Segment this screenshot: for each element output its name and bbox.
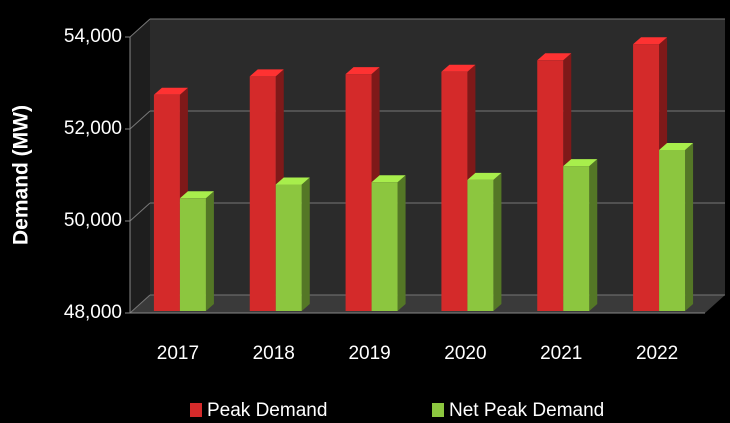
bar [441, 71, 468, 311]
grid-line [129, 294, 151, 314]
bar-top [467, 172, 502, 180]
legend-label: Net Peak Demand [449, 400, 604, 421]
legend-swatch [432, 403, 444, 417]
bar-top [633, 37, 668, 45]
x-tick-label: 2017 [157, 343, 199, 364]
bar-top [441, 64, 476, 72]
y-tick-label: 52,000 [64, 118, 122, 139]
bar-top [275, 177, 310, 185]
bar-side [685, 143, 694, 311]
legend-swatch [190, 403, 202, 417]
bar-side [397, 175, 406, 311]
bar [179, 198, 206, 311]
x-tick-label: 2019 [348, 343, 390, 364]
y-tick-label: 48,000 [64, 302, 122, 323]
grid-line [129, 110, 151, 130]
bar [633, 44, 660, 311]
y-axis-label: Demand (MW) [10, 105, 33, 245]
x-tick-label: 2022 [636, 343, 678, 364]
bar-top [153, 87, 188, 95]
bar-side [589, 159, 598, 311]
bar-top [371, 175, 406, 183]
grid-line [129, 202, 151, 222]
bar-top [179, 191, 214, 199]
x-tick-label: 2020 [444, 343, 486, 364]
bar-top [659, 143, 694, 150]
x-tick-label: 2021 [540, 343, 582, 364]
y-tick-label: 50,000 [64, 210, 122, 231]
bar [275, 184, 302, 311]
bar [345, 74, 372, 311]
bar [249, 76, 276, 312]
bar [371, 182, 398, 311]
legend-label: Peak Demand [207, 400, 327, 421]
bar [467, 179, 494, 311]
bar-side [493, 172, 502, 311]
side-wall [130, 19, 150, 313]
bar-top [249, 69, 284, 77]
bar [563, 166, 590, 311]
bar [153, 94, 180, 311]
bar-top [345, 67, 380, 75]
x-tick-label: 2018 [253, 343, 295, 364]
grid-line [129, 18, 151, 38]
bar-side [205, 191, 214, 311]
bar-top [537, 53, 572, 61]
y-tick-label: 54,000 [64, 26, 122, 47]
bar-top [563, 159, 598, 167]
bar [537, 60, 564, 311]
bar-side [301, 177, 310, 311]
bar [659, 150, 686, 311]
